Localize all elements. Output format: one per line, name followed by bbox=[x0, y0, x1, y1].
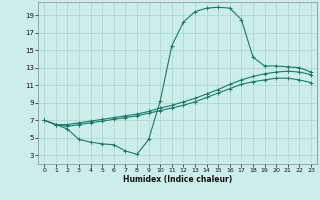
X-axis label: Humidex (Indice chaleur): Humidex (Indice chaleur) bbox=[123, 175, 232, 184]
